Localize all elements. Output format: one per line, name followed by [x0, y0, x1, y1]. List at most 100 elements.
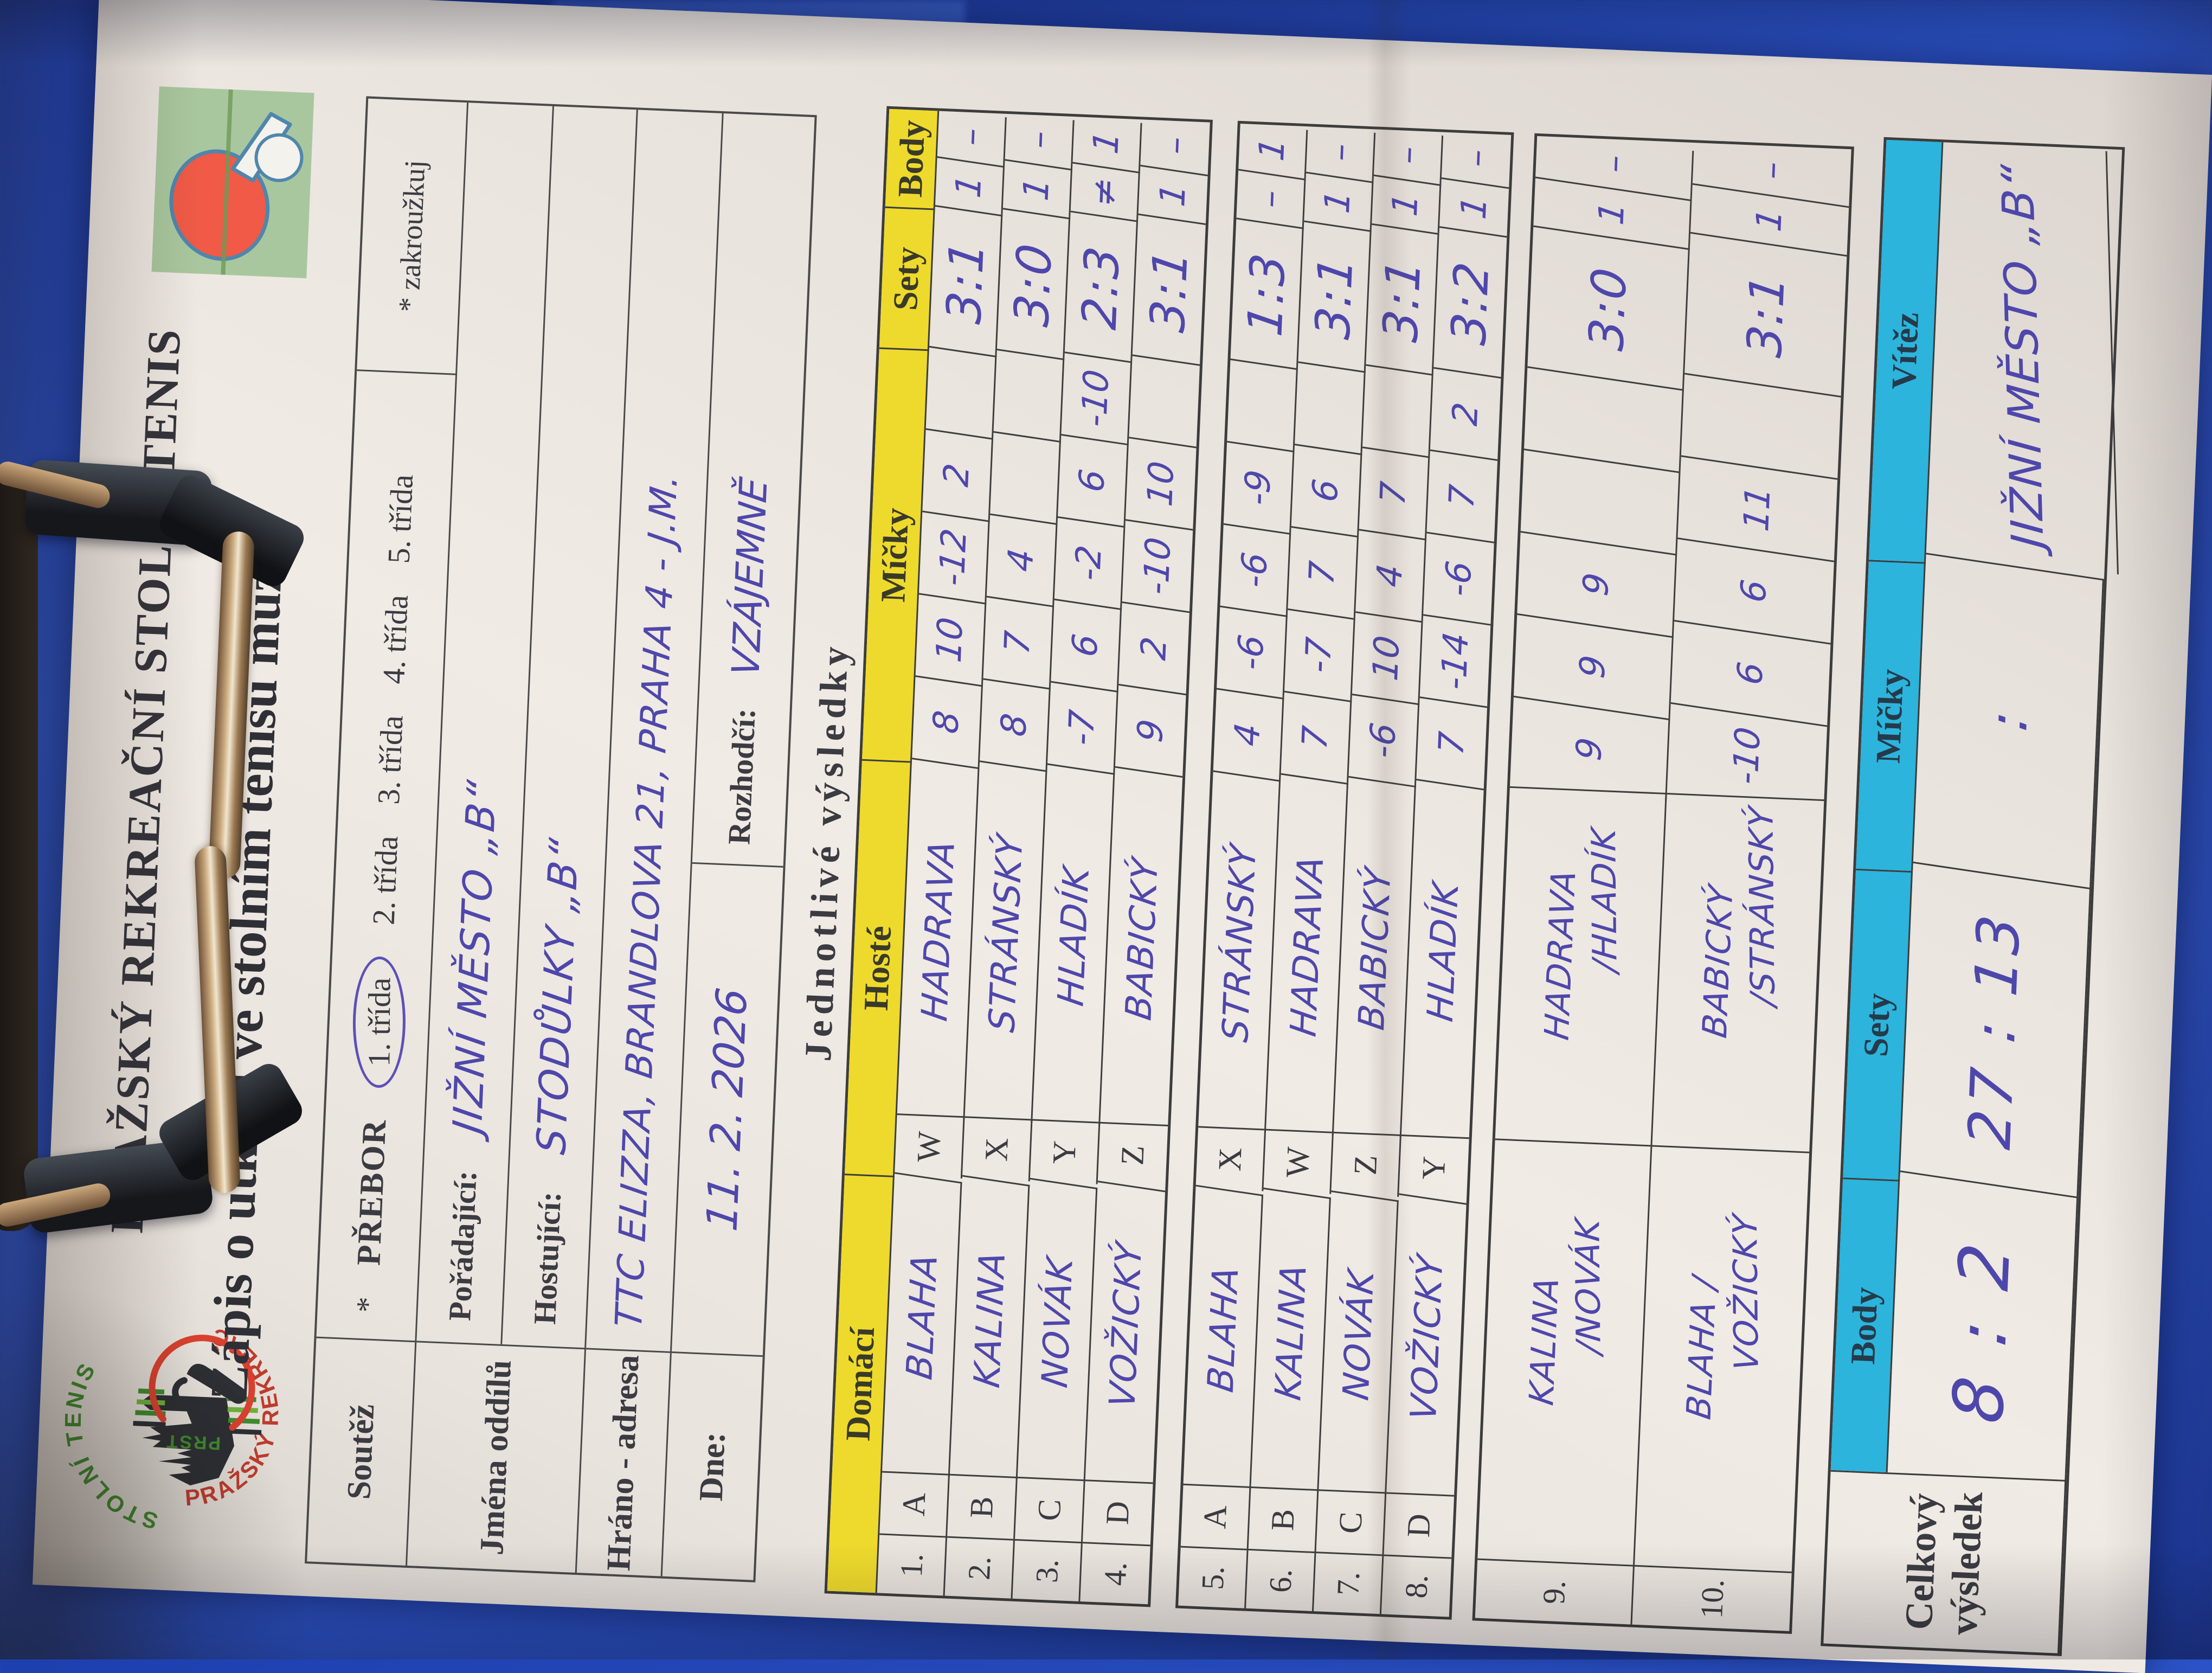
home-letter: A: [1180, 1483, 1251, 1549]
row-number: 2.: [944, 1536, 1015, 1599]
home-pair: KALINA/NOVÁK: [1477, 1138, 1652, 1565]
ball-icon: [254, 133, 304, 182]
guest-pair: BABICKÝ/STRÁNSKÝ: [1652, 793, 1824, 1152]
total-body-value: 8 : 2: [1888, 1170, 2079, 1490]
sety-score: 3:1: [1298, 220, 1372, 371]
winner-value: JIŽNÍ MĚSTO „B“: [1929, 137, 2119, 575]
body-guest: –: [1005, 110, 1075, 169]
home-pair-line2: /NOVÁK: [1567, 1215, 1609, 1356]
micky-set-score: 6: [1291, 444, 1362, 536]
class-3: 3. třída: [370, 714, 410, 805]
micky-set-score: [925, 345, 997, 438]
sety-score: 3:1: [1132, 213, 1206, 364]
micky-set-score: [1362, 364, 1433, 457]
clip-spine: [0, 477, 38, 1231]
row-number: 1.: [877, 1533, 948, 1596]
star-mark: *: [349, 1296, 385, 1313]
guest-letter: W: [1263, 1129, 1334, 1194]
micky-set-score: 10: [1352, 611, 1423, 704]
team-names-label: Jména oddílů: [407, 1341, 587, 1573]
home-letter: D: [1082, 1479, 1153, 1545]
row-number: 10.: [1632, 1565, 1792, 1631]
body-home: 1: [1138, 164, 1208, 224]
body-home: 1: [1304, 171, 1374, 230]
guest-player: HLADÍK: [1401, 779, 1484, 1141]
class-2: 2. třída: [365, 835, 404, 926]
guest-letter: X: [962, 1116, 1033, 1182]
home-player: KALINA: [1251, 1187, 1331, 1493]
doubles-table: 9. KALINA/NOVÁK HADRAVA/HLADÍK 9 9 9 3:0 1–10. B…: [1472, 127, 1854, 1634]
home-letter: C: [1015, 1476, 1085, 1542]
body-home: –: [1236, 169, 1306, 228]
home-player: NOVÁK: [1018, 1177, 1098, 1483]
body-guest: 1: [1072, 113, 1142, 172]
micky-set-score: -7: [1284, 608, 1355, 701]
row-number: 8.: [1381, 1554, 1452, 1617]
home-letter: B: [1248, 1486, 1319, 1552]
home-player: KALINA: [950, 1175, 1030, 1480]
body-home: ≠: [1070, 162, 1140, 221]
micky-set-score: 10: [1125, 437, 1197, 529]
body-home: 1: [1372, 174, 1442, 234]
sety-score: 3:2: [1433, 226, 1507, 377]
hostujici-label: Hostující:: [526, 1191, 568, 1325]
micky-set-score: 6: [1051, 598, 1122, 691]
club-stamp-logo: PRAŽSKÝ REKREAČNÍ STOLNÍ TENIS: [23, 1292, 298, 1550]
guest-pair-line2: /HLADÍK: [1583, 825, 1625, 974]
micky-set-score: -6: [1217, 605, 1288, 698]
circle-instruction: * zakroužkuj: [357, 98, 469, 374]
match-sheet-paper: PRAŽSKÝ REKREAČNÍ STOLNÍ TENIS: [23, 0, 2212, 1673]
sety-score: 3:0: [996, 208, 1071, 359]
home-player: NOVÁK: [1319, 1190, 1399, 1496]
total-sety-value: 27 : 13: [1900, 861, 2092, 1197]
hostujici-value: STODŮLKY „B“: [528, 834, 588, 1157]
home-player: BLAHA: [882, 1172, 962, 1478]
competition-name: PŘEBOR: [350, 1118, 393, 1266]
prague-skyline: [140, 1394, 234, 1486]
micky-set-score: 2: [1118, 601, 1189, 694]
home-pair-line2: VOŽICKÝ: [1725, 1212, 1766, 1373]
body-home: 1: [1002, 159, 1072, 218]
home-player: VOŽICKÝ: [1386, 1193, 1467, 1499]
body-guest: –: [1154, 133, 1195, 157]
sety-score: 3:0: [1527, 225, 1690, 389]
venue-value: TTC ELIZZA, BRANDLOVA 21, PRAHA 4 - J.M.: [607, 470, 686, 1331]
home-letter: C: [1316, 1489, 1387, 1555]
body-guest: –: [1456, 146, 1497, 170]
total-label: Celkový výsledek: [1823, 1470, 2067, 1653]
micky-set-score: 4: [1355, 529, 1426, 621]
ball-arc: [149, 1335, 255, 1431]
class-4: 4. třída: [375, 594, 415, 685]
guest-pair-line1: BABICKÝ: [1695, 882, 1741, 1041]
micky-set-score: -12: [918, 510, 990, 603]
micky-set-score: 2: [1430, 367, 1501, 459]
micky-set-score: -2: [1054, 516, 1126, 609]
micky-set-score: 7: [1416, 696, 1488, 789]
guest-letter: W: [894, 1113, 965, 1179]
micky-set-score: -6: [1423, 531, 1494, 624]
micky-set-score: 6: [1058, 434, 1129, 527]
home-pair-line1: KALINA: [1521, 1273, 1566, 1408]
micky-set-score: [1227, 358, 1298, 451]
micky-set-score: 7: [983, 595, 1054, 688]
micky-set-score: -7: [1047, 681, 1118, 773]
sety-score: 2:3: [1064, 210, 1139, 362]
micky-set-score: 4: [986, 513, 1058, 606]
micky-set-score: 8: [912, 675, 983, 768]
total-micky-value: :: [1913, 553, 2104, 888]
row-number: 9.: [1475, 1558, 1635, 1625]
guest-player: BABICKÝ: [1100, 766, 1183, 1129]
body-home: 1: [1439, 177, 1509, 236]
micky-set-score: 2: [922, 428, 994, 521]
sety-score: 3:1: [929, 204, 1003, 356]
referee-value: VZÁJEMNĚ: [723, 475, 776, 680]
class-1-circled: 1. třída: [352, 956, 406, 1088]
guest-letter: Z: [1331, 1131, 1401, 1197]
home-pair: BLAHA / VOŽICKÝ: [1635, 1145, 1810, 1572]
singles-table-2: 5. A BLAHA X STRÁNSKÝ 4 -6 -6 -9 1:3–1 6. B KALINA W H…: [1175, 120, 1514, 1620]
micky-set-score: -10: [1061, 351, 1133, 444]
sety-score: 3:1: [1366, 223, 1439, 374]
micky-set-score: [1295, 361, 1366, 454]
micky-set-score: [1129, 354, 1200, 447]
micky-set-score: 7: [1426, 449, 1498, 542]
